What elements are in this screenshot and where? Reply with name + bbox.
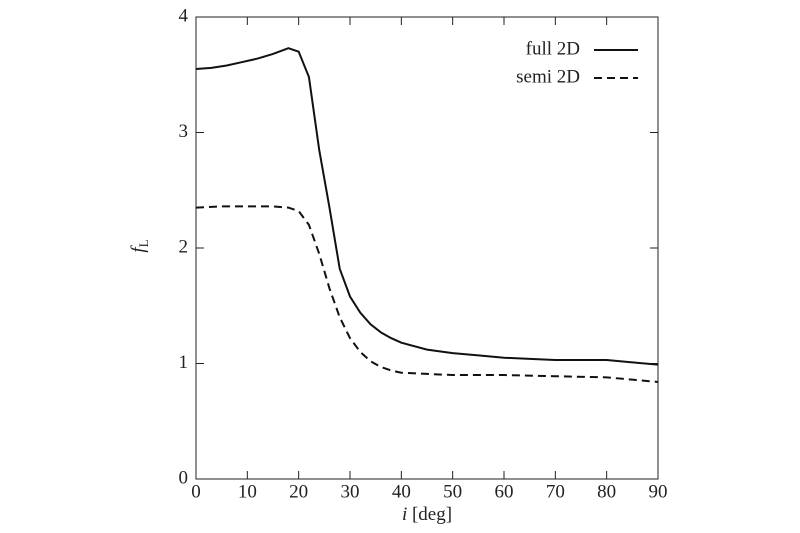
y-tick-label: 4 — [179, 5, 189, 26]
x-tick-label: 30 — [341, 481, 360, 502]
y-label-main: f — [128, 245, 149, 253]
x-tick-label: 70 — [546, 481, 565, 502]
x-axis-label: i [deg] — [402, 504, 452, 525]
y-tick-label: 2 — [179, 236, 189, 257]
y-tick-label: 3 — [179, 121, 189, 142]
x-tick-label: 80 — [597, 481, 616, 502]
x-tick-label: 90 — [649, 481, 668, 502]
x-label-unit: [deg] — [412, 504, 452, 525]
legend-label: full 2D — [526, 38, 580, 59]
series-line — [195, 205, 659, 383]
x-tick-label: 10 — [238, 481, 257, 502]
y-tick-label: 1 — [179, 352, 189, 373]
y-label-sub: L — [136, 239, 151, 247]
legend-label: semi 2D — [516, 66, 580, 87]
x-tick-label: 50 — [443, 481, 462, 502]
plot-frame — [195, 16, 659, 480]
x-tick-label: 20 — [289, 481, 308, 502]
y-axis-label: fL — [128, 239, 151, 252]
x-tick-label: 0 — [191, 481, 201, 502]
y-tick-label: 0 — [179, 467, 189, 488]
x-tick-label: 40 — [392, 481, 411, 502]
x-tick-label: 60 — [495, 481, 514, 502]
series-line — [195, 47, 659, 366]
x-label-var: i — [402, 504, 407, 525]
